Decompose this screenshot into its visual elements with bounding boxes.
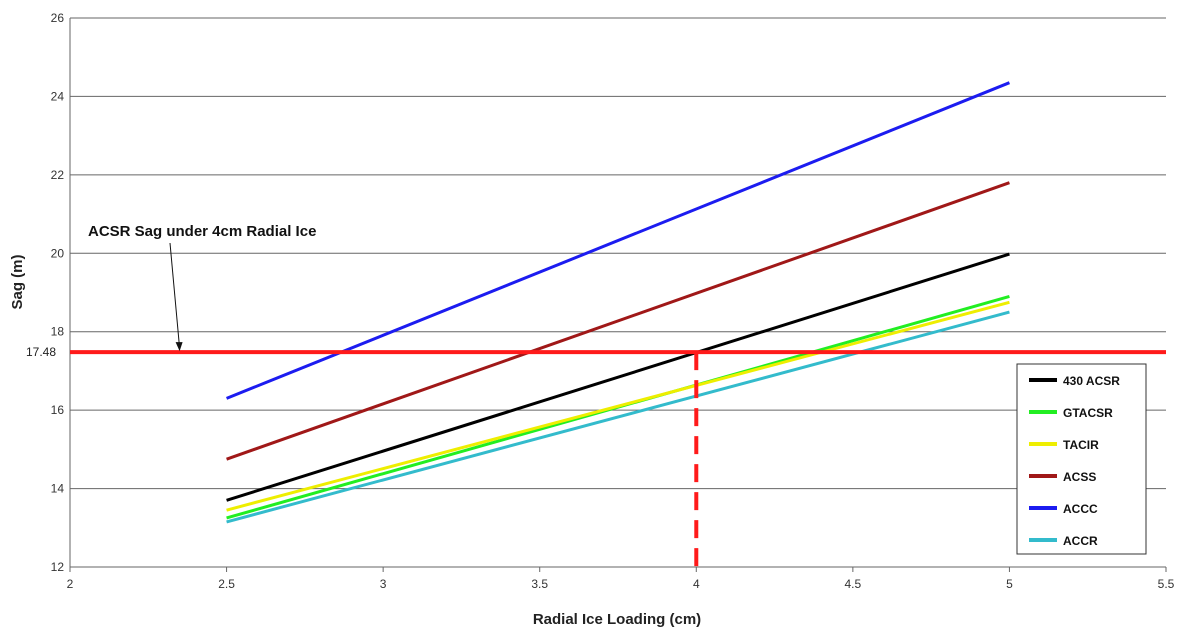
annotation-arrow <box>169 242 181 349</box>
legend-label: GTACSR <box>1063 406 1113 420</box>
series-line-accr <box>226 310 1010 524</box>
reference-lines: 17.48 <box>26 345 1166 567</box>
x-tick-label: 4.5 <box>845 577 862 591</box>
tick-labels: 12 14 16 18 20 22 24 26 2 2.5 3 3.5 4 4.5 5 5.5 <box>51 11 1175 591</box>
x-tick-label: 3.5 <box>531 577 548 591</box>
legend-label: ACSS <box>1063 470 1096 484</box>
x-tick-label: 2.5 <box>218 577 235 591</box>
axes <box>69 18 1167 572</box>
x-tick-label: 5 <box>1006 577 1013 591</box>
y-tick-label: 22 <box>51 168 65 182</box>
x-axis-label: Radial Ice Loading (cm) <box>533 611 701 628</box>
y-tick-label: 14 <box>51 482 65 496</box>
y-tick-label: 26 <box>51 11 65 25</box>
legend: 430 ACSR GTACSR TACIR ACSS ACCC ACCR <box>1016 363 1147 555</box>
y-tick-label: 12 <box>51 560 65 574</box>
y-axis-label: Sag (m) <box>9 254 26 309</box>
annotation: ACSR Sag under 4cm Radial Ice <box>88 223 316 352</box>
series-line-430-acsr <box>226 252 1010 502</box>
x-tick-label: 4 <box>693 577 700 591</box>
x-tick-label: 5.5 <box>1158 577 1175 591</box>
legend-box <box>1016 363 1147 555</box>
legend-label: ACCR <box>1063 534 1098 548</box>
y-tick-label: 20 <box>51 246 65 260</box>
y-tick-label: 18 <box>51 325 65 339</box>
legend-label: 430 ACSR <box>1063 374 1120 388</box>
series-line-tacir <box>226 300 1010 512</box>
annotation-arrowhead <box>175 342 183 352</box>
y-tick-label: 24 <box>51 89 65 103</box>
reference-line-label: 17.48 <box>26 345 56 359</box>
gridlines <box>70 17 1166 568</box>
series-lines <box>226 81 1010 524</box>
series-line-acss <box>226 181 1010 461</box>
series-line-accc <box>226 81 1010 400</box>
y-tick-label: 16 <box>51 403 65 417</box>
annotation-text: ACSR Sag under 4cm Radial Ice <box>88 223 316 240</box>
x-tick-label: 2 <box>67 577 74 591</box>
legend-label: ACCC <box>1063 502 1098 516</box>
legend-label: TACIR <box>1063 438 1099 452</box>
x-tick-label: 3 <box>380 577 387 591</box>
